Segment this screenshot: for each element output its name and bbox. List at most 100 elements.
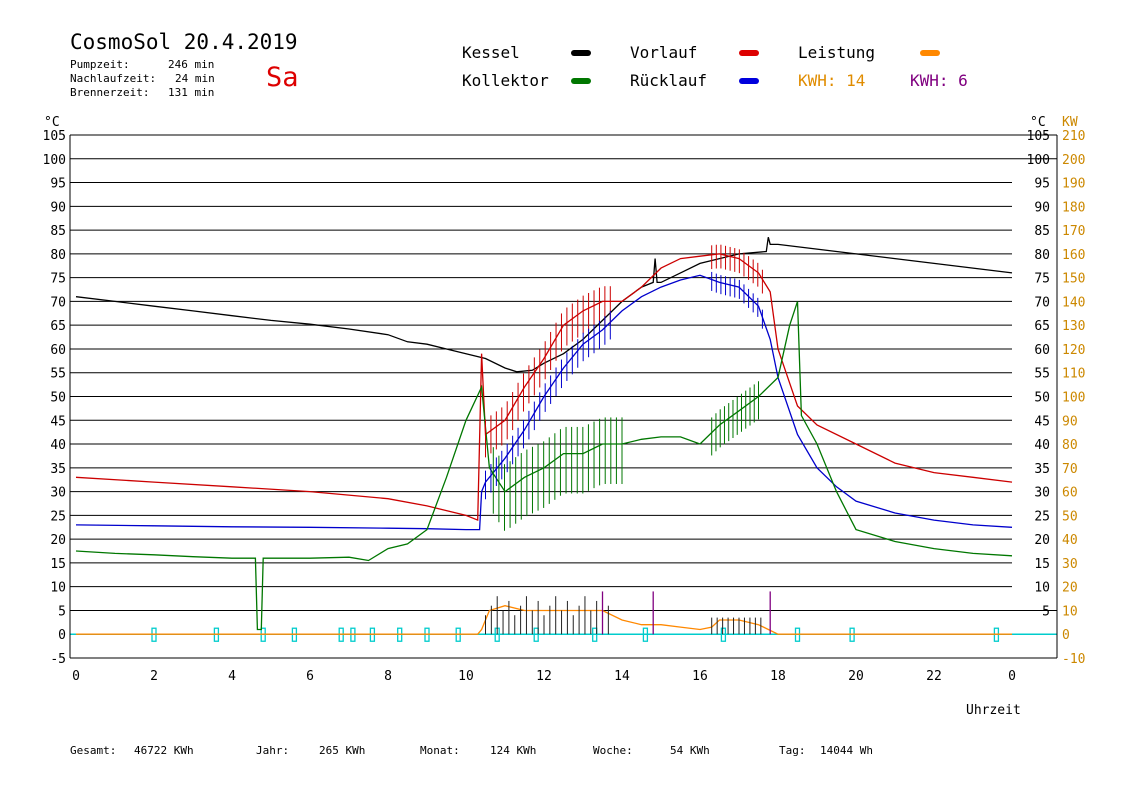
legend-ruecklauf-swatch [739, 78, 759, 84]
kw-tick-label: -10 [1062, 652, 1085, 667]
y-tick-label-left: 45 [50, 414, 66, 429]
y-tick-label-right: 100 [1027, 153, 1050, 168]
kw-tick-label: 70 [1062, 462, 1078, 477]
series-line-leistung [76, 605, 1012, 635]
legend-leistung-swatch [920, 50, 940, 56]
y-tick-label-left: 80 [50, 248, 66, 263]
y-tick-label-left: 105 [43, 129, 66, 144]
kw-tick-label: 90 [1062, 414, 1078, 429]
x-tick-label: 6 [306, 669, 314, 684]
stat-label-nachlaufzeit: Nachlaufzeit: [70, 72, 157, 85]
y-tick-label-right: 75 [1034, 272, 1050, 287]
x-tick-label: 20 [848, 669, 864, 684]
y-tick-label-right: 20 [1034, 533, 1050, 548]
footer-tag-label: Tag: [779, 744, 806, 757]
legend-kollektor-swatch [571, 78, 591, 84]
y-tick-label-right: 105 [1027, 129, 1050, 144]
stat-label-pumpzeit: Pumpzeit: [70, 58, 130, 71]
kw-tick-label: 50 [1062, 509, 1078, 524]
footer-gesamt-value: 46722 KWh [134, 744, 194, 757]
chart-title: CosmoSol 20.4.2019 [70, 30, 298, 54]
y-tick-label-right: 70 [1034, 295, 1050, 310]
y-tick-label-left: 15 [50, 557, 66, 572]
pump-pulse [720, 627, 727, 642]
footer-woche-label: Woche: [593, 744, 633, 757]
kw-tick-label: 40 [1062, 533, 1078, 548]
y-tick-label-left: 25 [50, 509, 66, 524]
y-tick-label-right: 15 [1034, 557, 1050, 572]
y-tick-label-left: 75 [50, 272, 66, 287]
y-tick-label-left: 30 [50, 486, 66, 501]
y-tick-label-left: 90 [50, 200, 66, 215]
y-tick-label-right: 45 [1034, 414, 1050, 429]
footer-woche-value: 54 KWh [670, 744, 710, 757]
y-tick-label-left: 95 [50, 177, 66, 192]
series-line-kessel [75, 237, 1013, 373]
y-tick-label-right: 55 [1034, 367, 1050, 382]
x-axis-label: Uhrzeit [966, 703, 1021, 718]
y-tick-label-left: 10 [50, 581, 66, 596]
kw-tick-label: 190 [1062, 177, 1085, 192]
kw-tick-label: 210 [1062, 129, 1085, 144]
y-tick-label-right: 40 [1034, 438, 1050, 453]
pump-pulse [642, 627, 649, 642]
y-tick-label-right: 5 [1042, 604, 1050, 619]
y-tick-label-right: 35 [1034, 462, 1050, 477]
y-tick-label-left: -5 [50, 652, 66, 667]
legend-ruecklauf: Rücklauf [630, 71, 708, 90]
y-tick-label-left: 60 [50, 343, 66, 358]
x-tick-label: 16 [692, 669, 708, 684]
x-tick-label: 4 [228, 669, 236, 684]
legend-vorlauf-swatch [739, 50, 759, 56]
y-tick-label-left: 50 [50, 391, 66, 406]
kw-tick-label: 110 [1062, 367, 1085, 382]
tick-labels: 1051009590858075706560555045403530252015… [43, 115, 1086, 718]
y-tick-label-right: 90 [1034, 200, 1050, 215]
legend-kwh-purple: KWH: 6 [910, 71, 968, 90]
legend-kessel-swatch [571, 50, 591, 56]
y-tick-label-left: 65 [50, 319, 66, 334]
y-unit-right: °C [1030, 115, 1046, 130]
footer-monat-label: Monat: [420, 744, 460, 757]
series-line-rcklauf [75, 274, 1013, 531]
x-tick-label: 18 [770, 669, 786, 684]
kw-tick-label: 20 [1062, 581, 1078, 596]
footer-tag-value: 14044 Wh [820, 744, 873, 757]
legend-kollektor: Kollektor [462, 71, 549, 90]
y-tick-label-left: 70 [50, 295, 66, 310]
kw-tick-label: 150 [1062, 272, 1085, 287]
stat-value-brennerzeit: 131 min [168, 86, 215, 99]
legend-leistung: Leistung [798, 43, 876, 62]
footer-monat-value: 124 KWh [490, 744, 537, 757]
y-tick-label-left: 0 [58, 628, 66, 643]
footer-jahr-label: Jahr: [256, 744, 290, 757]
kw-tick-label: 0 [1062, 628, 1070, 643]
x-tick-label: 12 [536, 669, 552, 684]
y-tick-label-right: 30 [1034, 486, 1050, 501]
stat-label-brennerzeit: Brennerzeit: [70, 86, 150, 99]
x-tick-label: 2 [150, 669, 158, 684]
kw-tick-label: 160 [1062, 248, 1085, 263]
pump-pulse [533, 627, 539, 642]
pump-pulse [592, 627, 598, 642]
y-tick-label-left: 100 [43, 153, 66, 168]
y-tick-label-right: 65 [1034, 319, 1050, 334]
y-tick-label-right: 95 [1034, 177, 1050, 192]
grid-lines [70, 134, 1057, 659]
legend-vorlauf: Vorlauf [630, 43, 698, 62]
x-tick-label: 22 [926, 669, 942, 684]
series-group [75, 237, 1013, 635]
kw-tick-label: 140 [1062, 295, 1085, 310]
power-bars [485, 591, 771, 635]
y-tick-label-right: 50 [1034, 391, 1050, 406]
y-tick-label-left: 35 [50, 462, 66, 477]
x-tick-label: 14 [614, 669, 630, 684]
kw-tick-label: 180 [1062, 200, 1085, 215]
footer-gesamt-label: Gesamt: [70, 744, 117, 757]
kw-tick-label: 170 [1062, 224, 1085, 239]
footer-jahr-value: 265 KWh [319, 744, 366, 757]
legend-kessel: Kessel [462, 43, 520, 62]
kw-tick-label: 30 [1062, 557, 1078, 572]
y-tick-label-left: 55 [50, 367, 66, 382]
y-tick-label-left: 40 [50, 438, 66, 453]
